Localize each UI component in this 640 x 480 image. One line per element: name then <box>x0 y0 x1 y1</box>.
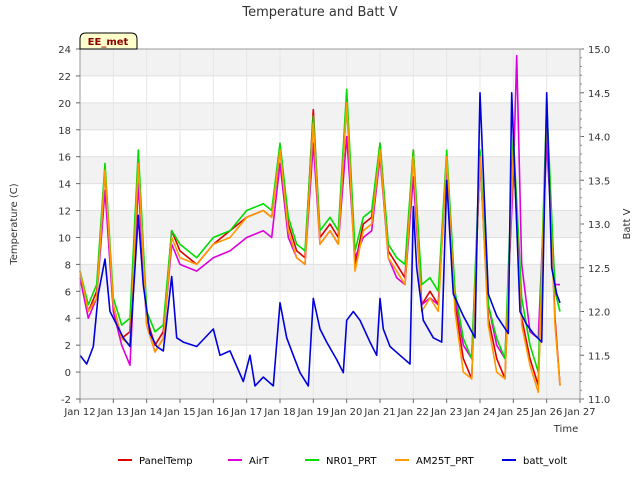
x-tick-label: Jan 22 <box>397 407 429 418</box>
y2-tick-label: 15.0 <box>588 45 610 56</box>
x-tick-label: Jan 17 <box>230 407 262 418</box>
y2-axis-label: Batt V <box>622 208 633 239</box>
y-axis-label: Temperature (C) <box>9 183 20 265</box>
y2-tick-label: 13.0 <box>588 220 610 231</box>
x-tick-label: Jan 27 <box>563 407 595 418</box>
y-tick-label: -2 <box>61 395 71 406</box>
x-tick-label: Jan 26 <box>530 407 562 418</box>
y2-tick-label: 12.5 <box>588 264 610 275</box>
y2-tick-label: 13.5 <box>588 176 610 187</box>
station-label: EE_met <box>88 37 129 48</box>
x-tick-label: Jan 21 <box>363 407 395 418</box>
series-line-batt_volt <box>79 92 561 387</box>
series-line-am25t_prt <box>79 102 561 394</box>
chart-title: Temperature and Batt V <box>241 5 397 20</box>
legend-label-am25t_prt: AM25T_PRT <box>416 456 475 467</box>
y2-tick-label: 11.5 <box>588 351 610 362</box>
x-axis-label: Time <box>553 424 578 435</box>
x-tick-label: Jan 16 <box>197 407 229 418</box>
x-tick-label: Jan 18 <box>263 407 295 418</box>
background-band <box>80 75 580 103</box>
background-band <box>80 372 580 399</box>
background-band <box>80 129 580 157</box>
y-tick-label: 2 <box>65 341 71 352</box>
y-tick-label: 20 <box>58 99 71 110</box>
background-band <box>80 49 580 76</box>
background-band <box>80 183 580 211</box>
x-tick-label: Jan 14 <box>130 407 162 418</box>
legend-label-nr01_prt: NR01_PRT <box>326 456 377 467</box>
background-band <box>80 102 580 130</box>
y-tick-label: 14 <box>58 180 71 191</box>
y-tick-label: 22 <box>58 72 71 83</box>
legend-label-airt: AirT <box>249 456 270 467</box>
y-tick-label: 24 <box>58 45 71 56</box>
station-badge: EE_met <box>79 32 138 50</box>
background-band <box>80 291 580 319</box>
x-tick-label: Jan 15 <box>163 407 195 418</box>
y2-tick-label: 11.0 <box>588 395 610 406</box>
legend: PanelTemp AirT NR01_PRT AM25T_PRT batt_volt <box>118 456 567 467</box>
legend-label-paneltemp: PanelTemp <box>139 456 193 467</box>
y2-tick-label: 12.0 <box>588 308 610 319</box>
x-tick-label: Jan 23 <box>430 407 462 418</box>
x-tick-label: Jan 19 <box>297 407 329 418</box>
y-tick-label: 10 <box>58 233 71 244</box>
background-band <box>80 264 580 292</box>
y-tick-label: 8 <box>65 260 71 271</box>
y-tick-label: 0 <box>65 368 71 379</box>
y2-tick-label: 14.5 <box>588 89 610 100</box>
y-tick-label: 4 <box>65 314 71 325</box>
legend-label-batt_volt: batt_volt <box>523 456 567 467</box>
x-tick-label: Jan 13 <box>97 407 129 418</box>
background-band <box>80 156 580 184</box>
y2-tick-label: 14.0 <box>588 133 610 144</box>
x-tick-label: Jan 12 <box>63 407 95 418</box>
x-tick-label: Jan 25 <box>497 407 529 418</box>
y-tick-label: 16 <box>58 153 71 164</box>
background-band <box>80 237 580 265</box>
x-tick-label: Jan 24 <box>463 407 495 418</box>
y-tick-label: 18 <box>58 126 71 137</box>
x-tick-label: Jan 20 <box>330 407 362 418</box>
y-tick-label: 6 <box>65 287 71 298</box>
y-tick-label: 12 <box>58 207 71 218</box>
